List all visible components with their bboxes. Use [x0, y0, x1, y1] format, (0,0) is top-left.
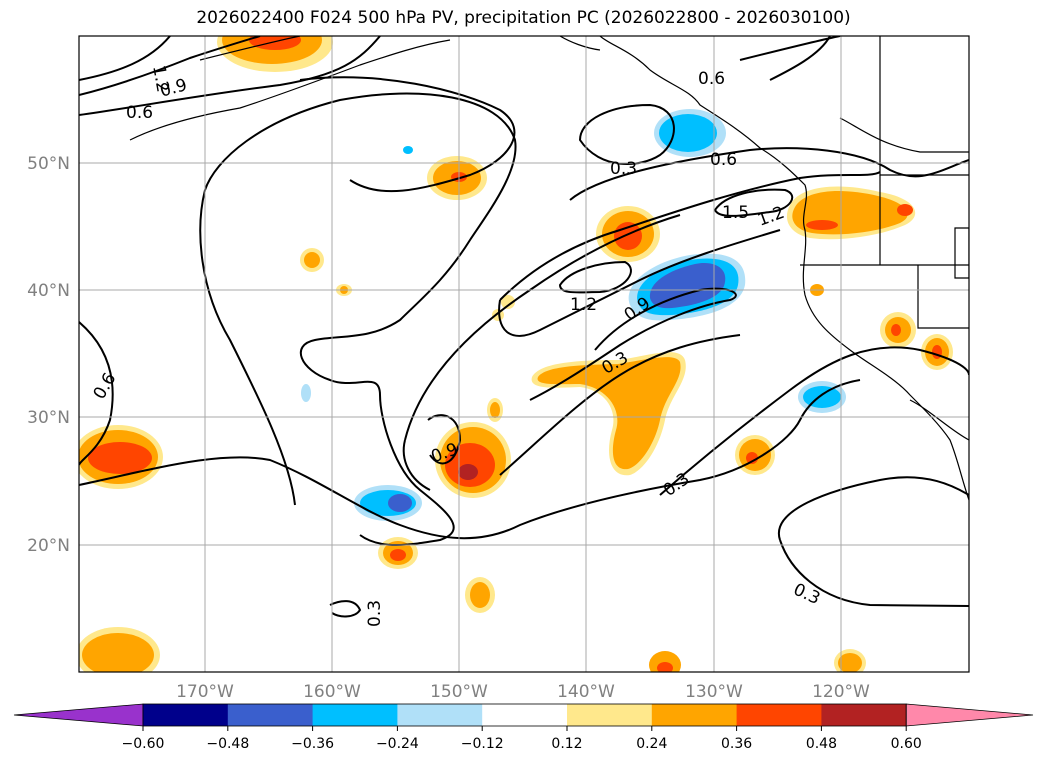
colorbar-segment [227, 704, 314, 726]
contour-label: 0.3 [610, 159, 637, 179]
colorbar-segment [312, 704, 398, 726]
lon-label-170w: 170°W [176, 682, 234, 702]
pv-contours [79, 36, 969, 618]
gridlines [79, 36, 969, 672]
contour-label: 1.5 [722, 203, 749, 223]
contour-label: 0.3 [365, 600, 385, 627]
colorbar-extension-low [13, 703, 144, 727]
contour-label: 0.6 [710, 150, 737, 170]
colorbar-segment [397, 704, 483, 726]
colorbar-tick-label: −0.48 [206, 736, 249, 752]
colorbar-tick-label: 0.48 [806, 736, 837, 752]
lat-label-40n: 40°N [27, 281, 70, 301]
contour-label: 0.6 [126, 103, 153, 123]
colorbar-tick-label: 0.36 [721, 736, 752, 752]
colorbar-tick-label: −0.24 [376, 736, 419, 752]
colorbar-tick-label: 0.12 [551, 736, 582, 752]
colorbar-segment [482, 704, 568, 726]
lon-label-160w: 160°W [303, 682, 361, 702]
lon-label-130w: 130°W [685, 682, 743, 702]
colorbar-tick-label: 0.60 [891, 736, 922, 752]
longitude-labels: 170°W 160°W 150°W 140°W 130°W 120°W [176, 682, 870, 702]
map-area: 1.2 0.9 0.6 0.6 0.3 0.6 1.5 1.2 1.2 0.9 … [79, 36, 969, 672]
colorbar-extension-high [905, 703, 1034, 727]
colorbar-tick-label: 0.24 [636, 736, 667, 752]
map-title: 2026022400 F024 500 hPa PV, precipitatio… [196, 8, 851, 28]
lon-label-120w: 120°W [812, 682, 870, 702]
colorbar-tick-label: −0.60 [122, 736, 165, 752]
contour-label: 0.6 [698, 69, 725, 89]
colorbar-segment [651, 704, 738, 726]
lat-label-20n: 20°N [27, 536, 70, 556]
colorbar-segment [567, 704, 653, 726]
colorbar: −0.60 −0.48 −0.36 −0.24 −0.12 0.12 0.24 0.36 0.4… [13, 703, 1034, 752]
colorbar-segment [736, 704, 822, 726]
lat-label-30n: 30°N [27, 408, 70, 428]
colorbar-segment [143, 704, 229, 726]
colorbar-tick-label: −0.12 [461, 736, 504, 752]
coastline [129, 36, 969, 501]
colorbar-segment [821, 704, 907, 726]
latitude-labels: 50°N 40°N 30°N 20°N [27, 154, 70, 556]
lon-label-140w: 140°W [557, 682, 615, 702]
map-frame [78, 35, 970, 673]
contour-label: 1.2 [570, 295, 597, 315]
lon-label-150w: 150°W [430, 682, 488, 702]
colorbar-tick-label: −0.36 [291, 736, 334, 752]
lat-label-50n: 50°N [27, 154, 70, 174]
contour-label: 1.2 [148, 64, 172, 94]
